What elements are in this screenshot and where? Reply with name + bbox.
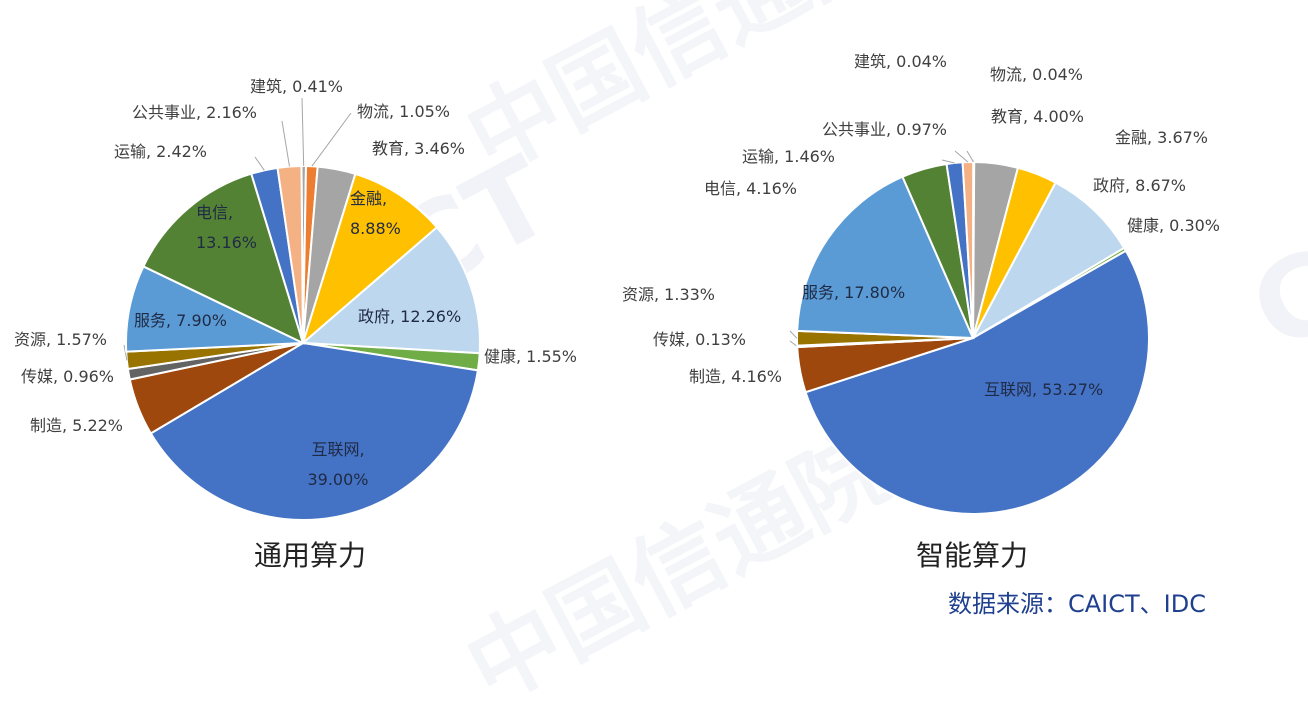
- leader-line-运输: [941, 159, 955, 164]
- data-label-健康: 健康, 1.55%: [484, 347, 577, 366]
- leader-line-传媒: [789, 340, 798, 347]
- data-label-公共事业: 公共事业, 0.97%: [822, 120, 947, 139]
- leader-line-物流: [311, 112, 352, 167]
- pie-slice-建筑: [972, 160, 975, 339]
- data-label-政府: 政府, 12.26%: [358, 307, 461, 326]
- leader-line-建筑: [301, 97, 305, 167]
- data-label-传媒: 传媒, 0.96%: [21, 367, 114, 386]
- data-label-服务: 服务, 17.80%: [802, 283, 905, 302]
- data-label-教育: 教育, 3.46%: [372, 139, 465, 158]
- data-label-服务: 服务, 7.90%: [134, 311, 227, 330]
- pie-slice-政府: [300, 225, 481, 355]
- data-label-资源: 资源, 1.33%: [622, 285, 715, 304]
- pie-slice-互联网: [804, 249, 1150, 515]
- data-label-制造: 制造, 4.16%: [689, 367, 782, 386]
- data-label-制造: 制造, 5.22%: [30, 416, 123, 435]
- pie-slice-互联网: [149, 341, 480, 522]
- data-label-传媒: 传媒, 0.13%: [653, 330, 746, 349]
- leader-line-资源: [123, 344, 128, 361]
- leader-line-公共事业: [954, 150, 969, 163]
- pie-chart-intelligent: 物流, 0.04% 教育, 4.00% 金融, 3.67% 政府, 8.67% 健康, …: [622, 52, 1220, 515]
- leader-line-运输: [254, 156, 265, 171]
- data-source: 数据来源：CAICT、IDC: [948, 590, 1206, 618]
- pie-slice-政府: [970, 181, 1126, 341]
- data-label-运输: 运输, 2.42%: [114, 142, 207, 161]
- chart-title-intelligent: 智能算力: [916, 539, 1029, 572]
- data-label-物流: 物流, 1.05%: [357, 102, 450, 121]
- data-label-公共事业: 公共事业, 2.16%: [132, 103, 257, 122]
- data-label-健康: 健康, 0.30%: [1127, 216, 1220, 235]
- data-label-资源: 资源, 1.57%: [14, 330, 107, 349]
- data-label-政府: 政府, 8.67%: [1093, 176, 1186, 195]
- data-label-教育: 教育, 4.00%: [991, 107, 1084, 126]
- pie-slice-服务: [796, 175, 975, 340]
- pie-slice-电信: [142, 172, 305, 345]
- pie-slice-公共事业: [276, 165, 304, 344]
- data-label-互联网: 互联网, 53.27%: [984, 380, 1103, 399]
- charts-canvas: 建筑, 0.41% 物流, 1.05% 教育, 3.46% 金融, 8.88% 政府, 1…: [14, 52, 1220, 522]
- leader-line-建筑: [966, 150, 974, 163]
- leader-line-资源: [789, 330, 798, 339]
- data-label-金融: 金融, 8.88%: [350, 189, 401, 238]
- data-label-物流: 物流, 0.04%: [990, 65, 1083, 84]
- data-label-互联网: 互联网, 39.00%: [307, 440, 368, 489]
- leader-line-公共事业: [281, 120, 290, 167]
- pie-chart-general: 建筑, 0.41% 物流, 1.05% 教育, 3.46% 金融, 8.88% 政府, 1…: [14, 77, 577, 522]
- data-label-运输: 运输, 1.46%: [742, 147, 835, 166]
- data-label-金融: 金融, 3.67%: [1115, 128, 1208, 147]
- data-label-电信: 电信, 13.16%: [196, 203, 257, 252]
- data-label-电信: 电信, 4.16%: [704, 179, 797, 198]
- chart-title-general: 通用算力: [254, 539, 367, 572]
- data-label-建筑: 建筑, 0.04%: [854, 52, 947, 71]
- pie-slice-金融: [301, 172, 439, 347]
- data-label-建筑: 建筑, 0.41%: [250, 77, 343, 96]
